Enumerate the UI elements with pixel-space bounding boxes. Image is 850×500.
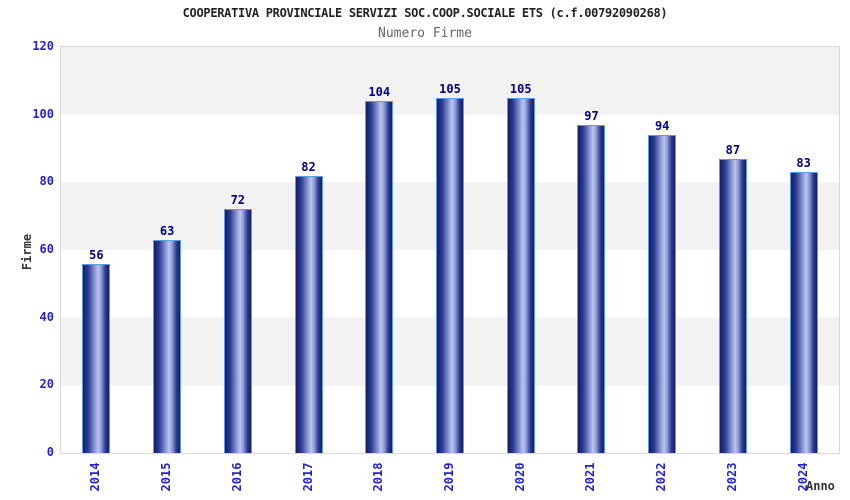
bar [506,97,535,453]
bar [648,134,677,453]
bar [153,239,182,453]
y-tick-label: 20 [39,377,54,392]
chart-title: COOPERATIVA PROVINCIALE SERVIZI SOC.COOP… [182,6,668,20]
bar [365,101,394,453]
y-tick-label: 100 [32,106,54,121]
bar [82,263,111,453]
bar-value-label: 63 [159,223,175,238]
bar [223,209,252,453]
x-tick-label: 2018 [371,462,386,492]
x-tick-label: 2023 [724,462,739,492]
bar-value-label: 94 [654,118,670,133]
plot-area: 56 63 72 82 104 105 105 97 94 87 83 [60,46,840,454]
bar [718,158,747,453]
x-tick-label: 2019 [442,462,456,492]
x-tick-label: 2015 [159,462,174,492]
bar-value-label: 105 [509,81,532,96]
x-tick-label: 2022 [654,462,669,492]
x-tick-label: 2014 [88,462,103,492]
y-tick-label: 80 [39,174,54,189]
bar [789,172,818,453]
x-tick-label: 2021 [583,462,598,492]
x-tick-label: 2020 [512,462,527,492]
y-tick-label: 60 [39,242,54,256]
y-tick-label: 120 [32,39,54,53]
bar-value-label: 72 [230,193,246,208]
y-tick-label: 40 [39,309,54,324]
x-axis-title: Anno [806,479,835,493]
x-tick-label: 2016 [229,462,244,492]
x-tick-label: 2017 [300,462,315,492]
bar [577,124,606,453]
bar-value-label: 105 [439,81,461,96]
bar-value-label: 83 [796,156,811,171]
chart-subtitle: Numero Firme [378,26,472,41]
x-tick-label: 2024 [795,462,810,492]
bar-value-label: 97 [584,108,599,123]
bar-value-label: 56 [89,247,104,262]
y-tick-label: 0 [46,445,54,459]
bar [294,175,323,453]
bar-value-label: 104 [368,85,391,100]
bar-value-label: 87 [725,142,741,157]
bar-value-label: 82 [301,159,316,174]
bar [436,97,464,453]
